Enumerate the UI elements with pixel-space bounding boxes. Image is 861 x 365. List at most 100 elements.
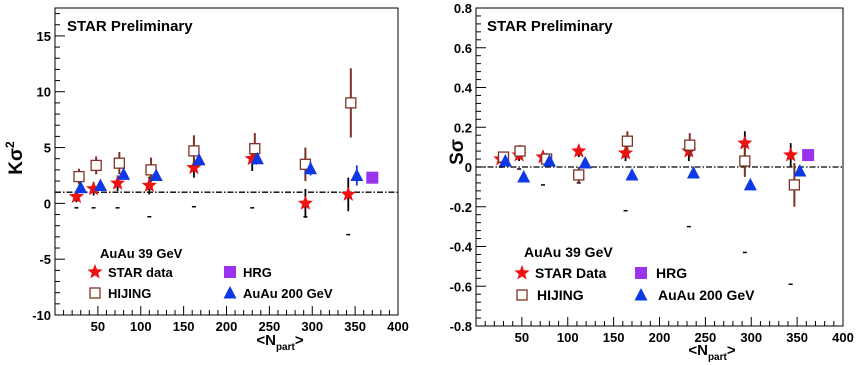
series-filled-square	[366, 171, 379, 184]
data-point	[90, 159, 102, 172]
x-tick-label: 300	[301, 319, 323, 334]
data-point	[304, 161, 318, 175]
data-point	[517, 169, 531, 183]
data-point	[625, 167, 639, 181]
x-tick-label: 350	[344, 319, 366, 334]
x-axis-label-sub: part	[708, 352, 728, 363]
data-point	[74, 180, 88, 194]
data-point	[249, 143, 261, 155]
x-tick-label: 50	[91, 319, 105, 334]
legend-hijing-label: HIJING	[108, 286, 151, 301]
y-tick-label: -0.2	[450, 200, 472, 215]
legend-auau200-label: AuAu 200 GeV	[658, 287, 755, 303]
x-axis-label: <Npart>	[688, 342, 736, 363]
legend-hijing-icon	[89, 287, 101, 299]
y-tick-label: 0.6	[454, 41, 472, 56]
data-point	[113, 157, 125, 169]
data-point	[498, 154, 512, 167]
x-axis-label-end: >	[295, 332, 304, 349]
legend-title: AuAu 39 GeV	[100, 246, 183, 261]
data-point	[783, 147, 799, 162]
data-point	[345, 97, 357, 109]
y-tick-label: -10	[32, 308, 51, 323]
data-point	[186, 159, 202, 175]
legend: AuAu 39 GeV STAR Data HRG HIJING AuAu 200 Ge…	[514, 244, 755, 303]
x-tick-label: 200	[649, 330, 671, 345]
x-tick-label: 250	[695, 330, 717, 345]
series-star	[493, 131, 799, 286]
data-point	[788, 179, 801, 191]
data-point	[297, 195, 313, 210]
legend-hrg-icon	[224, 266, 236, 278]
data-point	[110, 175, 126, 190]
series-filled-square	[802, 149, 815, 162]
legend-star-label: STAR data	[108, 265, 174, 280]
data-point	[366, 171, 379, 184]
data-point	[621, 135, 634, 147]
series-triangle	[74, 151, 364, 194]
x-tick-label: 150	[603, 330, 625, 345]
series-star	[68, 146, 356, 236]
data-point	[68, 188, 84, 204]
data-point	[739, 155, 751, 167]
x-axis-label-sub: part	[276, 342, 296, 353]
x-tick-label: 150	[173, 319, 195, 334]
legend-auau200-label: AuAu 200 GeV	[243, 286, 333, 301]
legend-auau200-icon	[223, 286, 237, 299]
y-axis-label: Kσ2	[3, 141, 27, 175]
y-tick-label: 10	[37, 85, 51, 100]
data-point	[802, 149, 815, 162]
x-axis-label: <Npart>	[256, 332, 304, 353]
x-tick-label: 50	[515, 330, 529, 345]
data-point	[192, 152, 206, 166]
data-point	[514, 145, 526, 157]
chart-title: STAR Preliminary	[487, 18, 613, 35]
x-tick-label: 350	[786, 330, 808, 345]
x-tick-label: 400	[832, 330, 854, 345]
y-axis-label-sup: 2	[3, 141, 17, 148]
y-tick-label: -0.8	[450, 319, 472, 334]
data-point	[686, 165, 700, 179]
y-tick-label: 0	[44, 196, 51, 211]
legend-hrg-icon	[635, 267, 647, 279]
data-point	[542, 154, 556, 167]
data-point	[86, 180, 102, 196]
data-point	[737, 135, 753, 150]
y-tick-label: -0.4	[450, 240, 473, 255]
legend-title: AuAu 39 GeV	[524, 244, 613, 260]
y-tick-label: 0.4	[454, 81, 473, 96]
data-point	[743, 177, 757, 191]
data-point	[141, 177, 157, 192]
data-point	[73, 170, 85, 183]
y-tick-label: 0.2	[454, 120, 472, 135]
x-tick-label: 200	[216, 319, 238, 334]
y-tick-label: -0.6	[450, 279, 472, 294]
x-tick-label: 300	[740, 330, 762, 345]
y-tick-label: -5	[39, 252, 51, 267]
data-point	[244, 150, 260, 166]
data-point	[350, 168, 364, 181]
data-point	[578, 156, 592, 169]
series-open-square	[497, 131, 801, 207]
data-point	[684, 139, 696, 151]
data-point	[117, 167, 131, 180]
legend-star-icon	[514, 265, 530, 280]
data-point	[149, 168, 163, 181]
data-point	[571, 143, 587, 158]
data-point	[617, 145, 634, 160]
y-tick-label: 0	[465, 160, 472, 175]
skewness-panel: 50 100 150 200 250 300 350 400 -0.8 -0.6 -0.4 -0.2 0…	[447, 1, 854, 363]
x-tick-label: 100	[557, 330, 579, 345]
data-point	[793, 163, 807, 177]
y-tick-label: 5	[44, 141, 51, 156]
legend-hijing-label: HIJING	[537, 287, 584, 303]
legend-hrg-label: HRG	[243, 265, 272, 280]
legend-star-label: STAR Data	[535, 265, 607, 281]
x-axis-label-end: >	[727, 342, 736, 359]
data-point	[188, 145, 200, 157]
kurtosis-panel: 50 100 150 200 250 300 350 400 -10 -5 0 5 10 15 STAR P…	[3, 7, 409, 353]
series-open-square	[73, 68, 357, 185]
data-point	[250, 151, 264, 165]
data-point	[340, 186, 356, 201]
